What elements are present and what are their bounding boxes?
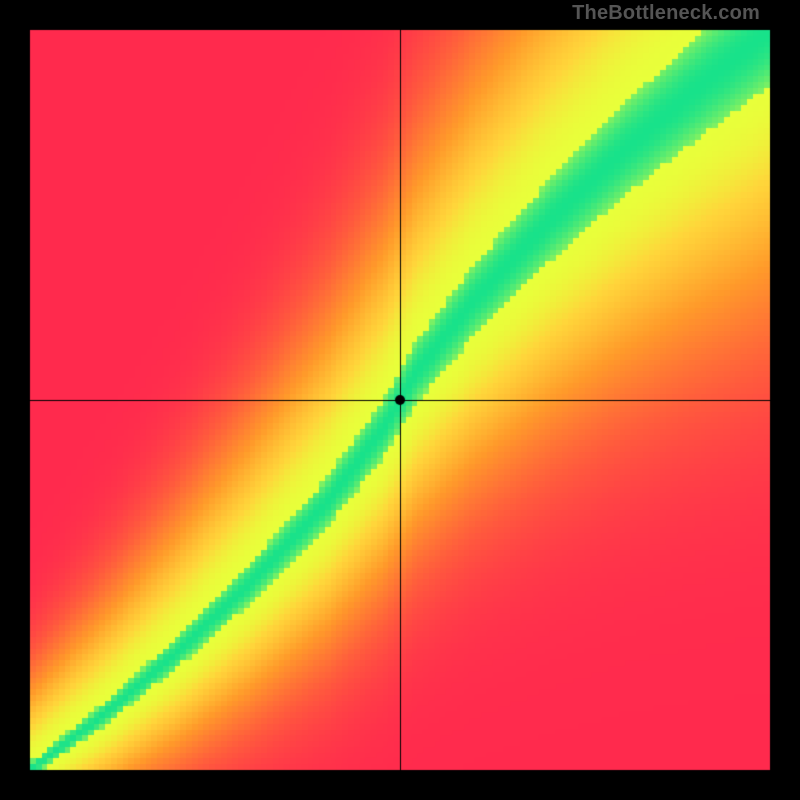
chart-container: { "attribution": { "text": "TheBottlenec… [0, 0, 800, 800]
bottleneck-heatmap [0, 0, 800, 800]
attribution-text: TheBottleneck.com [572, 2, 760, 25]
